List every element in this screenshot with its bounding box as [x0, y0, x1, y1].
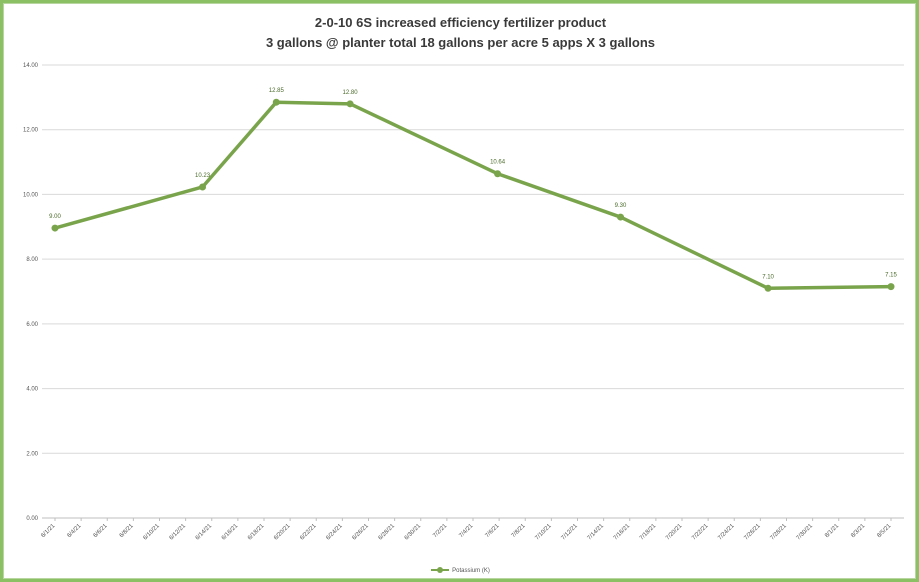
x-tick-label: 6/6/21: [93, 523, 110, 540]
x-tick-label: 6/10/21: [143, 523, 162, 542]
y-tick-label: 10.00: [23, 192, 39, 198]
x-tick-label: 7/18/21: [639, 523, 658, 542]
data-point: [347, 100, 354, 107]
x-tick-label: 6/14/21: [195, 523, 214, 542]
data-point: [52, 225, 59, 232]
x-tick-label: 6/16/21: [221, 523, 240, 542]
y-tick-label: 12.00: [23, 128, 39, 134]
x-tick-label: 7/22/21: [691, 523, 710, 542]
x-tick-label: 6/8/21: [119, 523, 136, 540]
data-point: [765, 285, 772, 292]
x-tick-label: 7/10/21: [534, 523, 553, 542]
grid-lines: [42, 65, 904, 518]
x-tick-label: 7/6/21: [484, 523, 501, 540]
data-point: [199, 183, 206, 190]
x-tick-label: 6/22/21: [299, 523, 318, 542]
legend: Potassium (K): [4, 567, 917, 575]
data-point: [617, 214, 624, 221]
data-point: [273, 99, 280, 106]
x-tick-label: 6/26/21: [352, 523, 371, 542]
data-labels: 9.00 10.23 12.85 12.80 10.64 9.30 7.10 7.15: [49, 88, 897, 280]
data-label: 10.23: [195, 173, 211, 179]
x-tick-label: 7/8/21: [511, 523, 528, 540]
x-tick-label: 6/24/21: [325, 523, 344, 542]
data-label: 10.64: [490, 160, 506, 166]
y-tick-label: 4.00: [26, 387, 38, 393]
x-tick-label: 7/20/21: [665, 523, 684, 542]
chart-frame: 2-0-10 6S increased efficiency fertilize…: [3, 3, 916, 579]
x-tick-label: 7/4/21: [458, 523, 475, 540]
x-tick-label: 7/26/21: [743, 523, 762, 542]
x-tick-label: 7/2/21: [432, 523, 449, 540]
x-tick-label: 6/1/21: [40, 523, 57, 540]
y-tick-label: 14.00: [23, 63, 39, 69]
x-tick-label: 6/20/21: [273, 523, 292, 542]
y-tick-label: 6.00: [26, 322, 38, 328]
line-chart: 0.00 2.00 4.00 6.00 8.00 10.00 12.00 14.00 6/1/2…: [4, 4, 917, 580]
x-tick-label: 8/3/21: [850, 523, 867, 540]
x-tick-label: 6/12/21: [169, 523, 188, 542]
x-tick-label: 6/18/21: [247, 523, 266, 542]
x-tick-label: 7/12/21: [561, 523, 580, 542]
x-tick-label: 7/30/21: [796, 523, 815, 542]
data-label: 7.10: [762, 274, 774, 280]
x-tick-label: 6/28/21: [378, 523, 397, 542]
x-tick-label: 8/1/21: [824, 523, 841, 540]
data-point: [888, 283, 895, 290]
axes: 0.00 2.00 4.00 6.00 8.00 10.00 12.00 14.00 6/1/2…: [23, 63, 904, 542]
x-tick-label: 8/5/21: [876, 523, 893, 540]
legend-marker: [431, 569, 449, 571]
y-tick-label: 8.00: [26, 257, 38, 263]
x-tick-label: 7/14/21: [587, 523, 606, 542]
y-tick-label: 0.00: [26, 516, 38, 522]
x-tick-label: 7/28/21: [770, 523, 789, 542]
x-tick-label: 7/24/21: [717, 523, 736, 542]
data-label: 12.85: [269, 88, 285, 94]
data-label: 12.80: [343, 90, 359, 96]
series-potassium: [52, 99, 895, 292]
y-tick-label: 2.00: [26, 451, 38, 457]
data-label: 7.15: [885, 273, 897, 279]
legend-label: Potassium (K): [452, 568, 490, 574]
data-point: [494, 170, 501, 177]
x-tick-label: 7/16/21: [613, 523, 632, 542]
data-label: 9.30: [615, 203, 627, 209]
x-tick-label: 6/4/21: [66, 523, 83, 540]
data-label: 9.00: [49, 214, 61, 220]
x-tick-label: 6/30/21: [404, 523, 423, 542]
